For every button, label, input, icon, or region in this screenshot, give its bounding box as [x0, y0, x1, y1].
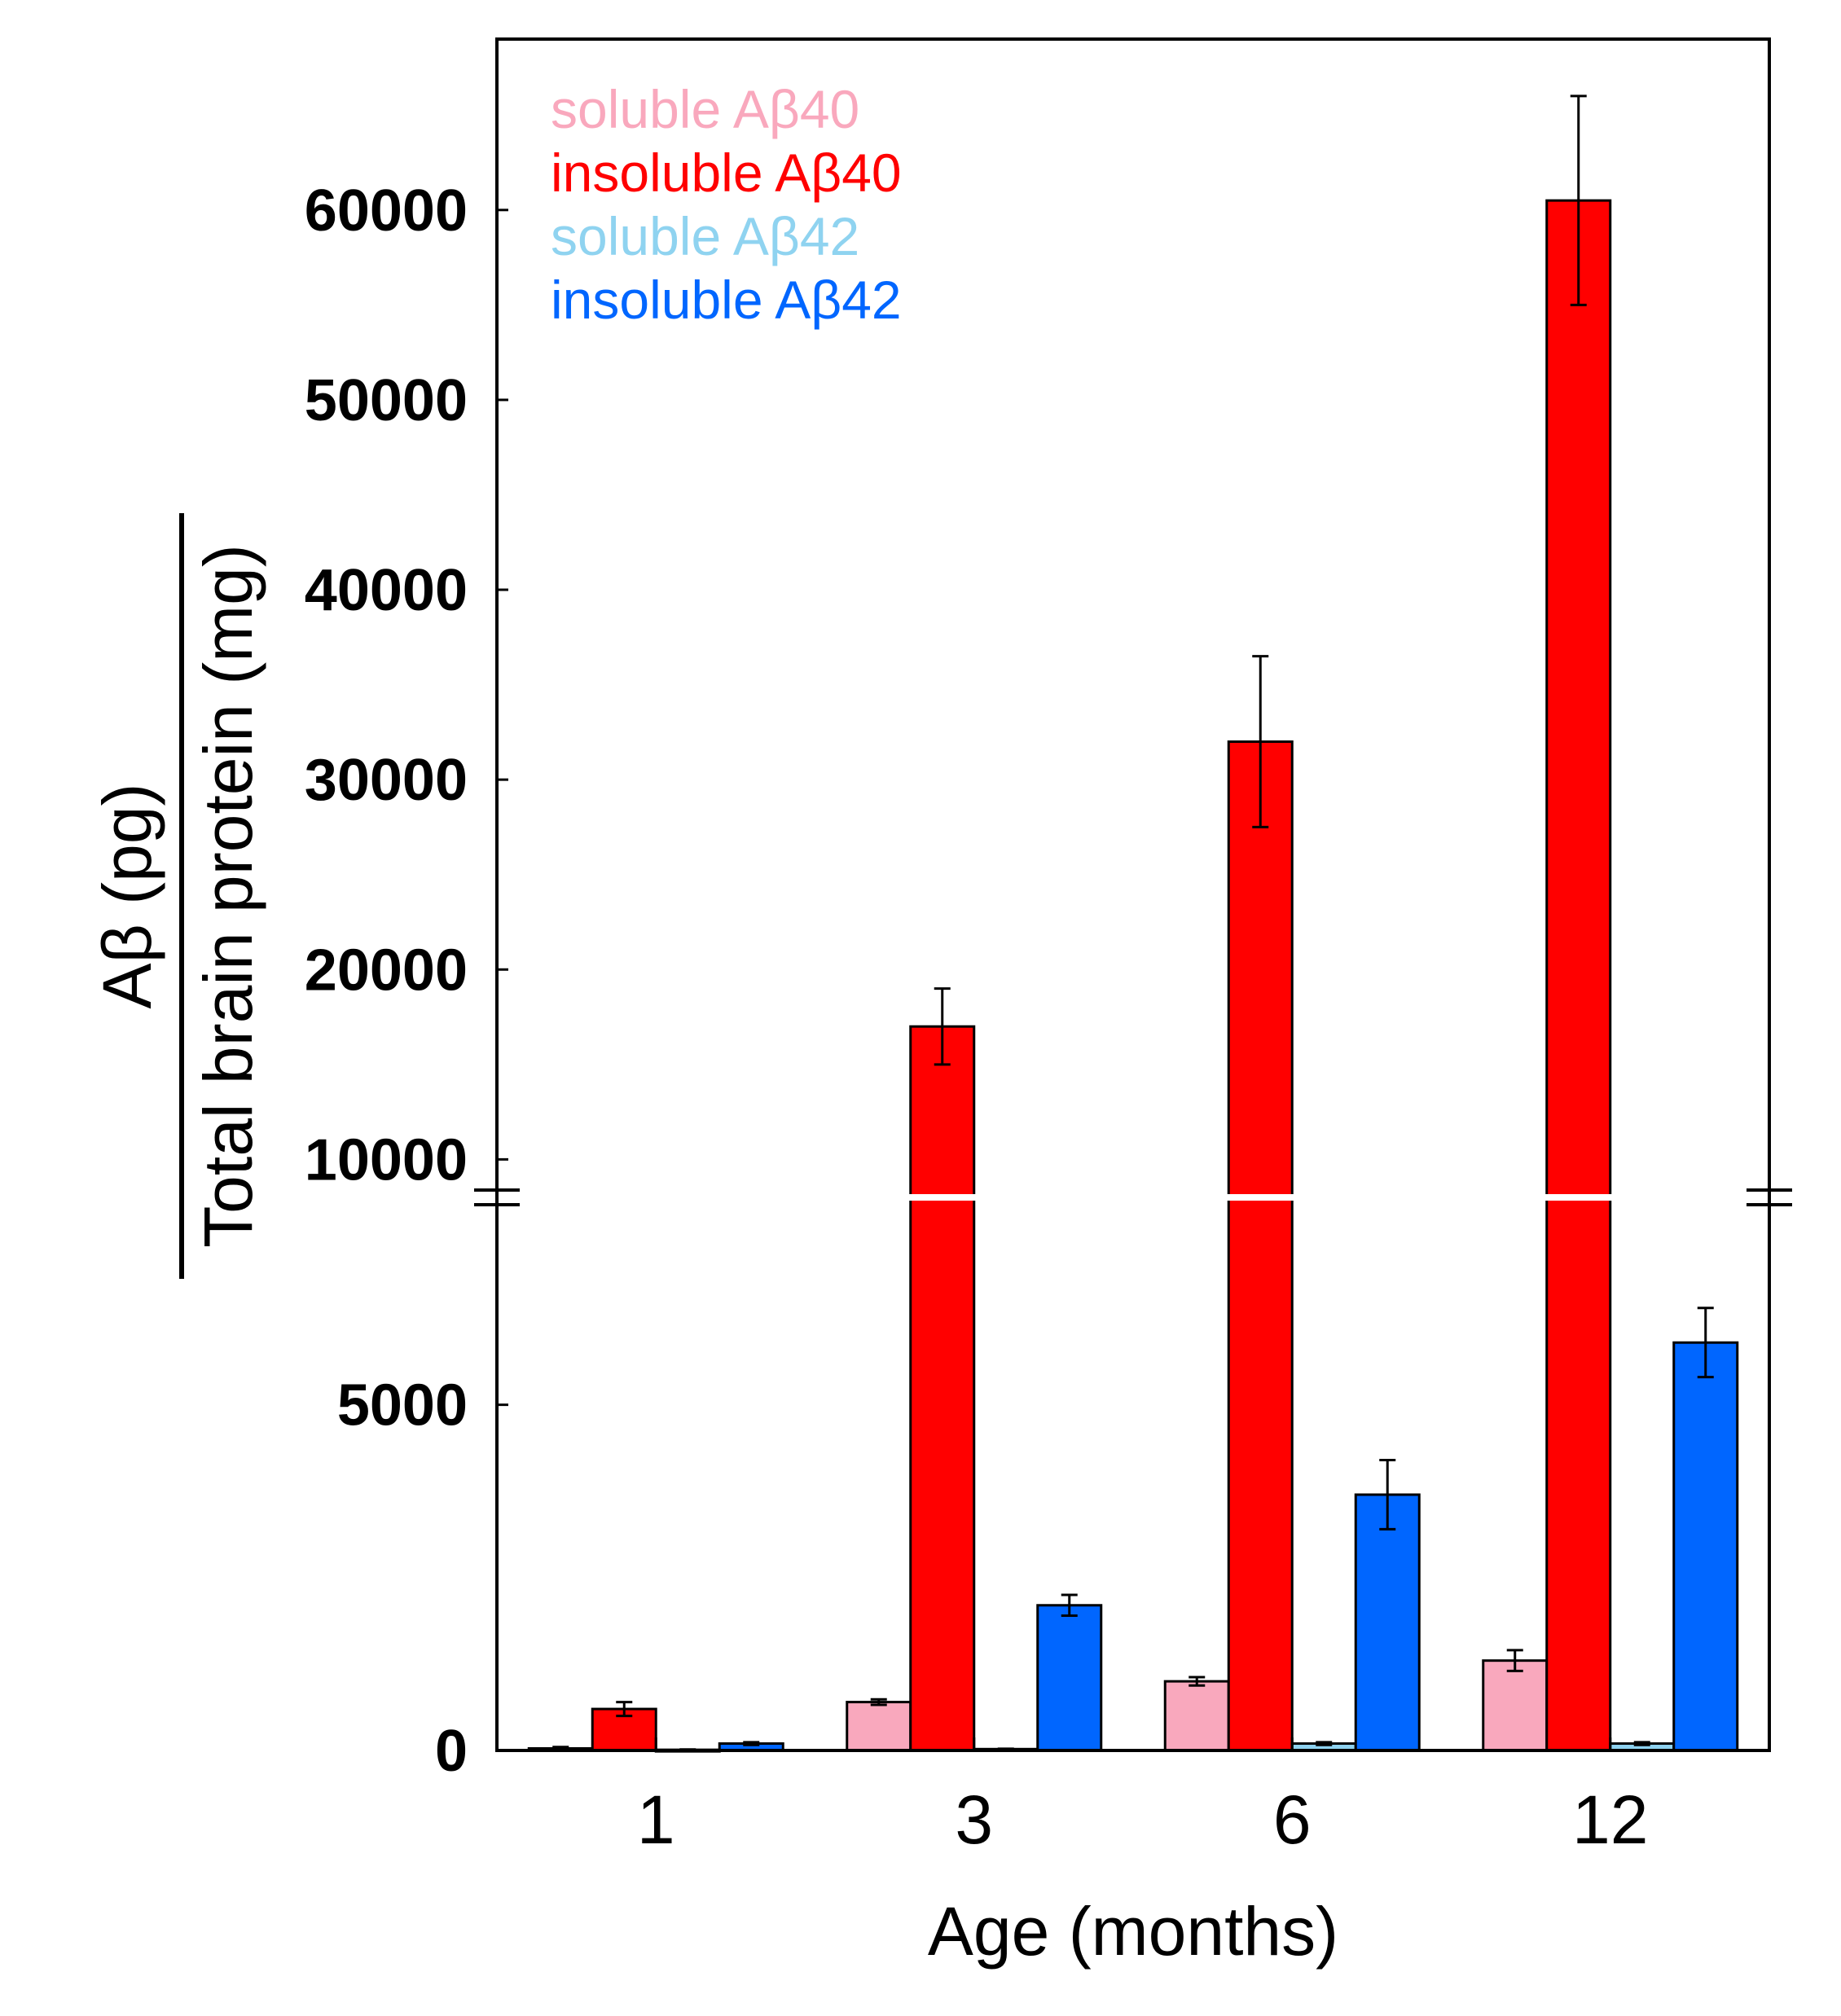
bar-1-3 — [846, 1701, 912, 1752]
y-tick-label-5000: 5000 — [337, 1373, 468, 1438]
bar-break-gap-3 — [907, 1194, 977, 1201]
y-tick-label-10000: 10000 — [305, 1127, 468, 1192]
bar-4-12 — [1672, 1341, 1739, 1752]
bar-1-6 — [1163, 1680, 1230, 1752]
bar-4-3 — [1036, 1604, 1103, 1752]
legend-entry-1: soluble Aβ40 — [551, 79, 859, 139]
bars-layer — [527, 199, 1739, 1753]
y-tick-label-20000: 20000 — [305, 938, 468, 1003]
bar-break-gap-12 — [1544, 1194, 1613, 1201]
x-tick-label-6: 6 — [1273, 1781, 1312, 1858]
bar-4-6 — [1354, 1493, 1421, 1752]
x-tick-label-3: 3 — [955, 1781, 993, 1858]
y-tick-label-30000: 30000 — [305, 748, 468, 813]
x-tick-label-12: 12 — [1572, 1781, 1648, 1858]
bar-2-12 — [1545, 199, 1612, 1752]
bar-2-3 — [909, 1025, 976, 1752]
y-axis-label-denominator: Total brain protein (mg) — [190, 544, 266, 1248]
legend-entry-3: soluble Aβ42 — [551, 206, 859, 266]
x-tick-label-1: 1 — [637, 1781, 675, 1858]
y-ticks-layer: 0 5000 10000 20000 30000 40000 50000 60000 — [305, 178, 508, 1784]
legend-entry-2: insoluble Aβ40 — [551, 143, 902, 203]
y-tick-label-60000: 60000 — [305, 178, 468, 244]
y-tick-label-0: 0 — [435, 1719, 468, 1784]
plot-frame — [495, 37, 1771, 1752]
legend-entry-4: insoluble Aβ42 — [551, 270, 902, 330]
y-tick-label-50000: 50000 — [305, 368, 468, 433]
y-tick-label-40000: 40000 — [305, 558, 468, 623]
y-axis-label: Aβ (pg) Total brain protein (mg) — [89, 513, 266, 1279]
bar-2-6 — [1227, 740, 1294, 1752]
bar-break-gap-6 — [1226, 1194, 1295, 1201]
bar-1-12 — [1482, 1659, 1549, 1752]
x-axis-label: Age (months) — [928, 1893, 1338, 1970]
x-ticks-layer: 1 3 6 12 — [637, 1737, 1648, 1858]
error-bars-layer — [552, 94, 1714, 1752]
y-axis-label-numerator: Aβ (pg) — [89, 783, 165, 1008]
